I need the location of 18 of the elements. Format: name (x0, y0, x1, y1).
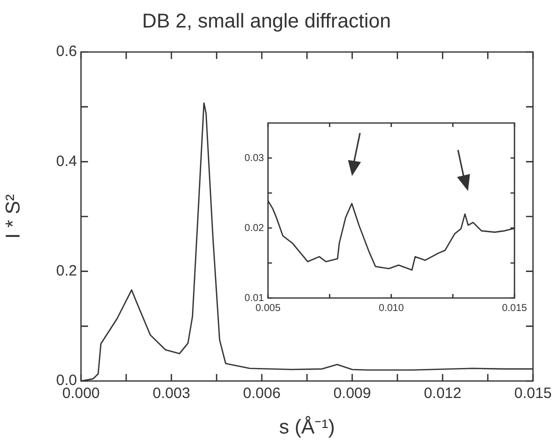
x-tick-label: 0.003 (152, 385, 190, 402)
x-tick-label: 0.000 (62, 385, 100, 402)
x-axis-title: s (Å⁻¹) (279, 416, 335, 439)
x-tick-label: 0.010 (378, 302, 404, 314)
x-tick-label: 0.012 (424, 385, 462, 402)
y-tick-label: 0.4 (56, 152, 77, 170)
y-tick-label: 0.6 (56, 43, 77, 60)
y-tick-label: 0.02 (244, 222, 264, 234)
x-tick-label: 0.005 (255, 302, 281, 314)
y-tick-label: 0.2 (56, 262, 77, 280)
chart-title: DB 2, small angle diffraction (142, 10, 391, 33)
x-tick-label: 0.006 (243, 385, 281, 402)
x-tick-label: 0.015 (514, 385, 552, 402)
y-tick-label: 0.03 (244, 152, 264, 164)
y-axis-title: I * S² (2, 194, 25, 239)
x-tick-label: 0.009 (333, 385, 371, 402)
y-tick-label: 0.01 (244, 292, 264, 304)
x-tick-label: 0.015 (502, 302, 528, 314)
